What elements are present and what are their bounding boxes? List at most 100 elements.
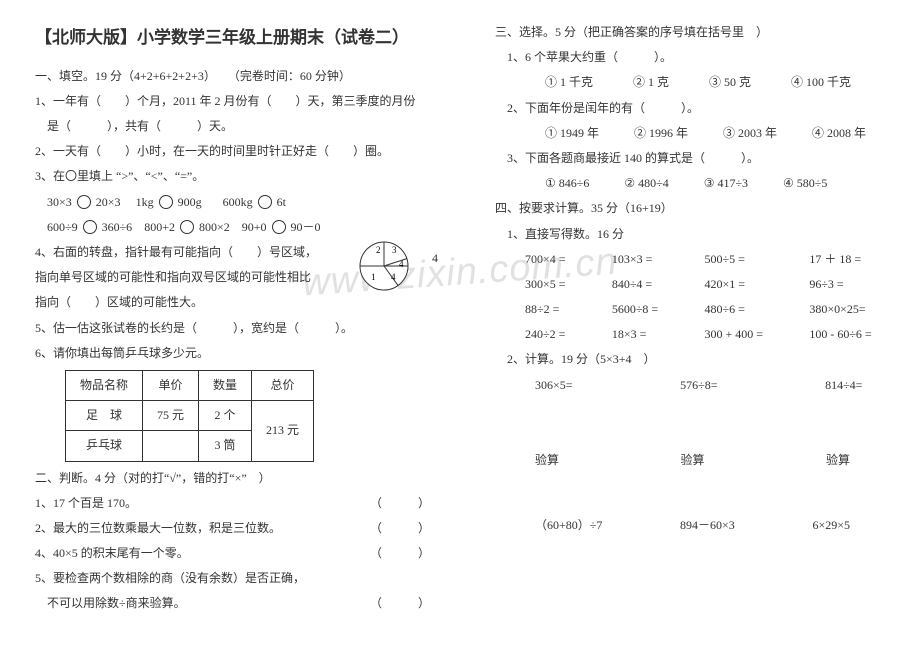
expr: 20×3 xyxy=(96,195,121,209)
judge-blank[interactable]: （ ） xyxy=(370,491,430,516)
calc-expr: 306×5= xyxy=(535,373,600,398)
workspace-gap xyxy=(495,398,890,448)
expr: 900g xyxy=(178,195,202,209)
q4-block: 4、右面的转盘，指针最有可能指向（ ）号区域， 指向单号区域的可能性和指向双号区… xyxy=(35,240,430,316)
q4-float-num: 4 xyxy=(432,246,438,271)
option[interactable]: ④ 100 千克 xyxy=(791,70,851,95)
page-container: 【北师大版】小学数学三年级上册期末（试卷二） 一、填空。19 分（4+2+6+2… xyxy=(0,0,920,651)
judge-4b: 不可以用除数÷商来验算。 （ ） xyxy=(35,591,430,616)
q2: 2、一天有（ ）小时，在一天的时间里时针正好走（ ）圈。 xyxy=(35,139,430,164)
cell: 足 球 xyxy=(66,401,143,431)
expr: 6t xyxy=(277,195,286,209)
pie-label: 4 xyxy=(399,259,404,269)
calc-item: 300 + 400 = xyxy=(705,322,782,347)
judge-blank[interactable]: （ ） xyxy=(370,516,430,541)
expr: 600÷9 xyxy=(47,220,78,234)
option[interactable]: ③ 417÷3 xyxy=(704,171,748,196)
calc-expr: 894－60×3 xyxy=(680,513,735,538)
q3-header: 3、在〇里填上 “>”、“<”、“=”。 xyxy=(35,164,430,189)
expr: 1kg xyxy=(136,195,154,209)
mixed-calc-row: （60+80）÷7 894－60×3 6×29×5 xyxy=(495,513,890,538)
judge-text: 2、最大的三位数乘最大一位数，积是三位数。 xyxy=(35,521,281,535)
th-total: 总价 xyxy=(252,370,314,400)
option[interactable]: ② 480÷4 xyxy=(624,171,668,196)
compare-circle[interactable] xyxy=(258,195,272,209)
cell-blank[interactable] xyxy=(143,431,199,461)
compare-circle[interactable] xyxy=(77,195,91,209)
q3-row2: 600÷9 360÷6 800+2 800×2 90+0 90－0 xyxy=(35,215,430,240)
q1-line2: 是（ ），共有（ ）天。 xyxy=(35,114,430,139)
choice-1: 1、6 个苹果大约重（ ）。 xyxy=(495,45,890,70)
cell: 75 元 xyxy=(143,401,199,431)
th-price: 单价 xyxy=(143,370,199,400)
expr: 30×3 xyxy=(47,195,72,209)
calc-item: 840÷4 = xyxy=(612,272,677,297)
compare-circle[interactable] xyxy=(83,220,97,234)
option[interactable]: ② 1 克 xyxy=(633,70,669,95)
option[interactable]: ③ 50 克 xyxy=(709,70,751,95)
option[interactable]: ③ 2003 年 xyxy=(723,121,777,146)
workspace-gap xyxy=(495,473,890,513)
judge-blank[interactable]: （ ） xyxy=(370,541,430,566)
column-calc-row: 306×5= 576÷8= 814÷4= xyxy=(535,373,890,398)
goods-table: 物品名称 单价 数量 总价 足 球 75 元 2 个 213 元 乒乓球 3 筒 xyxy=(65,370,314,462)
calc-item: 100 - 60÷6 = xyxy=(809,322,890,347)
th-qty: 数量 xyxy=(199,370,252,400)
section-2-header: 二、判断。4 分（对的打“√”，错的打“×” ） xyxy=(35,466,430,491)
cell-total: 213 元 xyxy=(252,401,314,461)
expr: 600kg xyxy=(223,195,253,209)
pie-label: 2 xyxy=(376,245,381,255)
option[interactable]: ① 846÷6 xyxy=(545,171,589,196)
th-name: 物品名称 xyxy=(66,370,143,400)
judge-2: 2、最大的三位数乘最大一位数，积是三位数。 （ ） xyxy=(35,516,430,541)
choice-1-options: ① 1 千克 ② 1 克 ③ 50 克 ④ 100 千克 xyxy=(545,70,890,95)
option[interactable]: ④ 2008 年 xyxy=(812,121,866,146)
calc-item: 88÷2 = xyxy=(525,297,584,322)
expr: 800+2 xyxy=(144,220,175,234)
option[interactable]: ① 1949 年 xyxy=(545,121,599,146)
q6: 6、请你填出每筒乒乓球多少元。 xyxy=(35,341,430,366)
expr: 90－0 xyxy=(291,220,321,234)
pie-label: 3 xyxy=(392,245,397,255)
pie-label: 1 xyxy=(371,272,376,282)
q5: 5、估一估这张试卷的长约是（ ），宽约是（ ）。 xyxy=(35,316,430,341)
calc-expr: （60+80）÷7 xyxy=(535,513,602,538)
cell: 3 筒 xyxy=(199,431,252,461)
expr: 90+0 xyxy=(242,220,267,234)
calc-expr: 814÷4= xyxy=(825,373,890,398)
sub-4-2: 2、计算。19 分（5×3+4 ） xyxy=(495,347,890,372)
expr: 360÷6 xyxy=(102,220,133,234)
table-row: 足 球 75 元 2 个 213 元 xyxy=(66,401,314,431)
option[interactable]: ② 1996 年 xyxy=(634,121,688,146)
compare-circle[interactable] xyxy=(159,195,173,209)
verify-row: 验算 验算 验算 xyxy=(495,448,890,473)
calc-expr: 6×29×5 xyxy=(812,513,850,538)
calc-item: 103×3 = xyxy=(612,247,677,272)
right-column: 三、选择。5 分（把正确答案的序号填在括号里 ） 1、6 个苹果大约重（ ）。 … xyxy=(460,0,920,651)
calc-item: 500÷5 = xyxy=(705,247,782,272)
verify-label: 验算 xyxy=(826,448,850,473)
pie-label: 4 xyxy=(391,272,396,282)
section-3-header: 三、选择。5 分（把正确答案的序号填在括号里 ） xyxy=(495,20,890,45)
q1-line1: 1、一年有（ ）个月，2011 年 2 月份有（ ）天，第三季度的月份 xyxy=(35,89,430,114)
expr: 800×2 xyxy=(199,220,230,234)
pie-svg: 2 3 4 4 1 xyxy=(358,240,410,292)
option[interactable]: ① 1 千克 xyxy=(545,70,593,95)
calc-item: 240÷2 = xyxy=(525,322,584,347)
cell: 2 个 xyxy=(199,401,252,431)
left-column: 【北师大版】小学数学三年级上册期末（试卷二） 一、填空。19 分（4+2+6+2… xyxy=(0,0,460,651)
calc-item: 300×5 = xyxy=(525,272,584,297)
compare-circle[interactable] xyxy=(180,220,194,234)
spinner-diagram: 2 3 4 4 1 xyxy=(358,240,410,301)
calc-item: 380×0×25= xyxy=(809,297,890,322)
calc-item: 480÷6 = xyxy=(705,297,782,322)
section-1-header: 一、填空。19 分（4+2+6+2+2+3） （完卷时间：60 分钟） xyxy=(35,64,430,89)
sub-4-1: 1、直接写得数。16 分 xyxy=(495,222,890,247)
judge-blank[interactable]: （ ） xyxy=(370,591,430,616)
section-4-header: 四、按要求计算。35 分（16+19） xyxy=(495,196,890,221)
calc-item: 17 ＋ 18 = xyxy=(809,247,890,272)
compare-circle[interactable] xyxy=(272,220,286,234)
verify-label: 验算 xyxy=(680,448,704,473)
exam-title: 【北师大版】小学数学三年级上册期末（试卷二） xyxy=(35,20,430,56)
option[interactable]: ④ 580÷5 xyxy=(783,171,827,196)
